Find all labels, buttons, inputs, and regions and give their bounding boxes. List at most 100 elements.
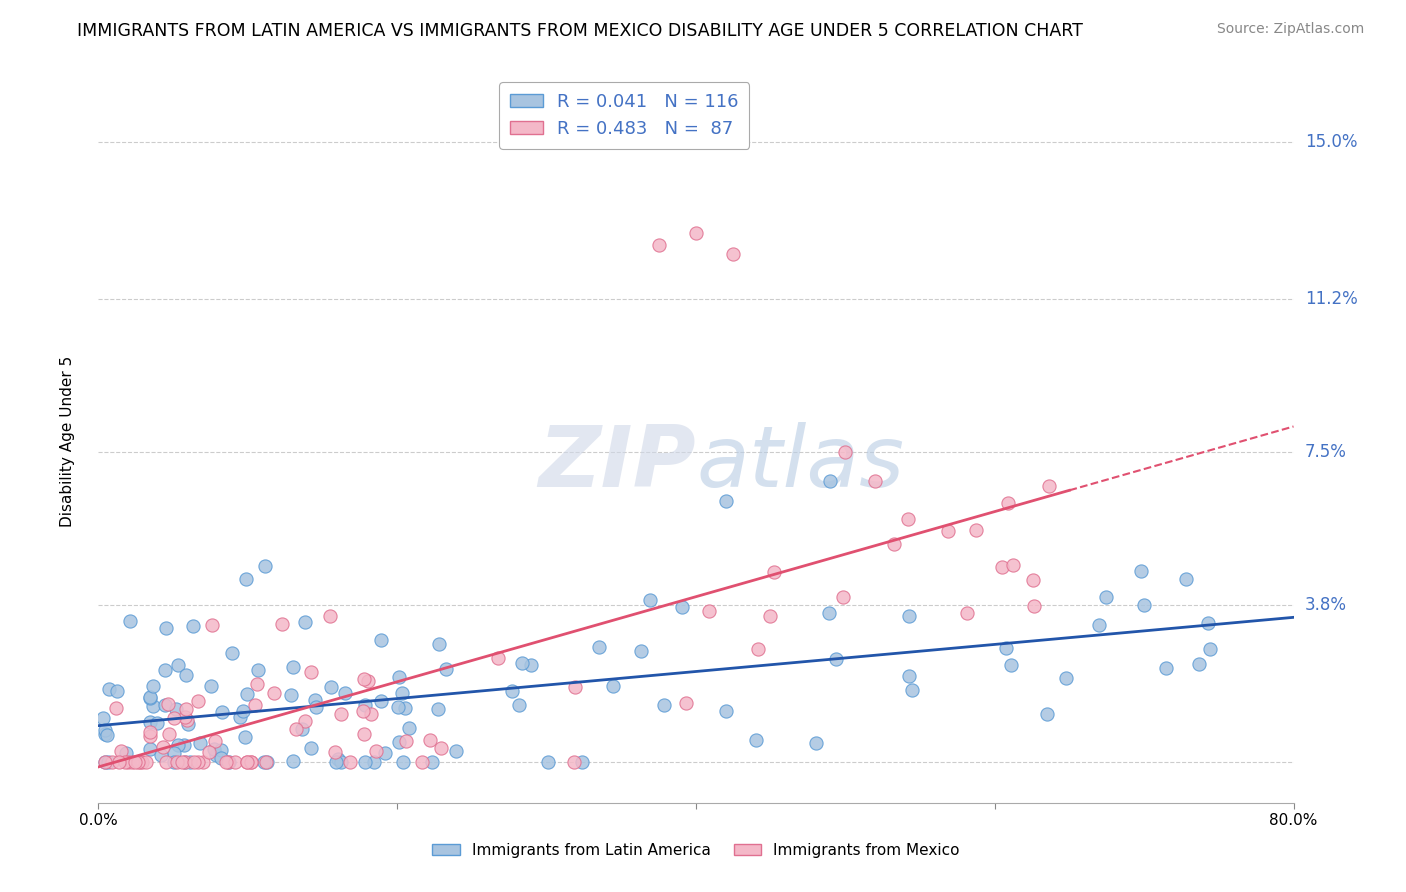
Point (138, 714, 160, 729)
Point (510, 656, 533, 670)
Point (520, 657, 543, 672)
Point (430, 741, 453, 756)
Point (325, 755, 347, 769)
Point (834, 445, 856, 459)
Point (318, 609, 340, 624)
Point (294, 714, 316, 729)
Point (319, 680, 342, 694)
Point (353, 726, 375, 740)
Point (1133, 598, 1156, 612)
Point (117, 755, 139, 769)
Point (187, 755, 209, 769)
Point (145, 716, 167, 731)
Point (329, 706, 352, 721)
Point (898, 668, 921, 682)
Point (121, 755, 143, 769)
Point (218, 755, 240, 769)
Point (1036, 707, 1059, 722)
Text: atlas: atlas (696, 422, 904, 505)
Point (1129, 564, 1152, 578)
Point (420, 755, 443, 769)
Point (254, 755, 277, 769)
Point (188, 735, 211, 749)
Point (215, 755, 238, 769)
Point (155, 698, 177, 712)
Point (335, 686, 357, 700)
Point (1187, 657, 1209, 671)
Text: 3.8%: 3.8% (1305, 596, 1347, 614)
Point (224, 755, 246, 769)
Point (370, 694, 392, 708)
Point (299, 665, 322, 679)
Point (235, 755, 257, 769)
Point (202, 741, 225, 756)
Point (183, 755, 205, 769)
Point (486, 650, 509, 665)
Point (419, 732, 441, 747)
Point (714, 494, 737, 508)
Point (280, 688, 302, 702)
Point (108, 755, 131, 769)
Point (647, 238, 669, 252)
Point (392, 755, 415, 769)
Point (114, 755, 136, 769)
Point (571, 755, 593, 769)
Point (139, 690, 162, 704)
Point (177, 717, 200, 731)
Point (240, 755, 263, 769)
Point (1001, 558, 1024, 572)
Point (285, 722, 308, 736)
Point (1000, 657, 1022, 672)
Point (246, 663, 269, 677)
Point (291, 722, 314, 736)
Point (360, 706, 382, 721)
Point (179, 755, 201, 769)
Point (205, 747, 228, 762)
Text: 11.2%: 11.2% (1305, 290, 1357, 308)
Text: IMMIGRANTS FROM LATIN AMERICA VS IMMIGRANTS FROM MEXICO DISABILITY AGE UNDER 5 C: IMMIGRANTS FROM LATIN AMERICA VS IMMIGRA… (77, 22, 1083, 40)
Point (211, 706, 233, 720)
Point (94, 755, 117, 769)
Point (1095, 590, 1118, 604)
Point (714, 704, 737, 718)
Point (152, 739, 174, 754)
Point (157, 698, 180, 712)
Point (174, 701, 197, 715)
Point (759, 608, 782, 623)
Text: 7.5%: 7.5% (1305, 442, 1347, 461)
Point (352, 704, 374, 718)
Point (865, 474, 887, 488)
Point (235, 572, 257, 586)
Point (221, 646, 243, 660)
Point (246, 676, 269, 690)
Point (426, 702, 449, 716)
Point (104, 701, 127, 715)
Point (232, 704, 254, 718)
Point (898, 608, 921, 623)
Point (236, 687, 259, 701)
Point (991, 559, 1014, 574)
Point (91, 711, 114, 725)
Point (198, 745, 221, 759)
Point (142, 698, 165, 713)
Point (820, 474, 842, 488)
Point (652, 698, 675, 713)
Point (139, 742, 162, 756)
Point (353, 755, 375, 769)
Point (281, 754, 304, 768)
Point (330, 755, 353, 769)
Point (671, 600, 693, 615)
Point (374, 747, 396, 761)
Point (176, 714, 198, 728)
Point (139, 691, 162, 706)
Point (233, 731, 256, 745)
Point (217, 755, 239, 769)
Point (395, 734, 418, 748)
Point (235, 755, 257, 769)
Point (1154, 660, 1177, 674)
Point (166, 739, 188, 753)
Point (723, 246, 745, 260)
Point (896, 512, 918, 526)
Point (697, 604, 720, 618)
Point (141, 679, 163, 693)
